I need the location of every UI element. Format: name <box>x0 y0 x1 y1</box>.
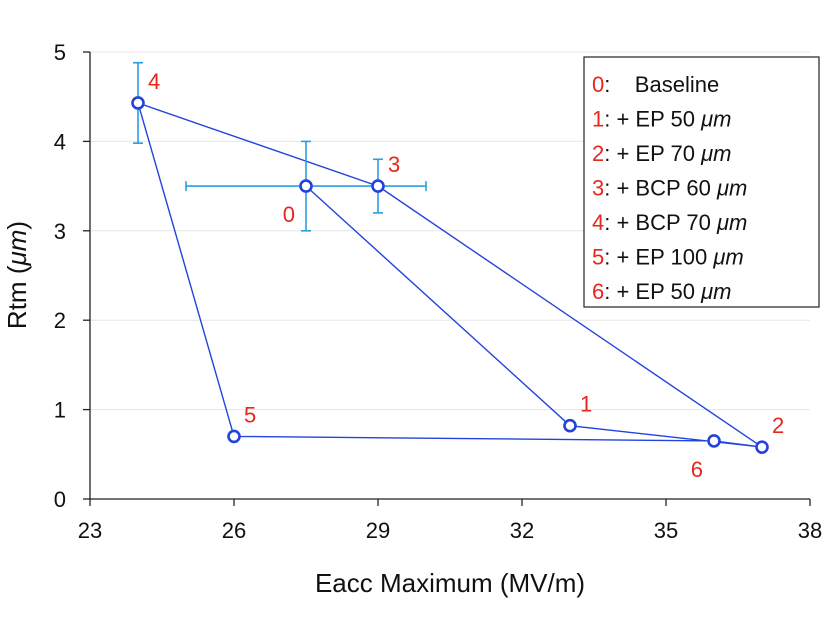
series-path-layer <box>136 101 763 448</box>
x-axis-title: Eacc Maximum (MV/m) <box>315 568 585 598</box>
legend-item-text: : + EP 50 <box>604 279 701 304</box>
legend-box <box>583 56 820 308</box>
y-tick-label: 1 <box>54 398 66 423</box>
point-labels: 0 1 2 3 4 5 6 <box>148 69 784 482</box>
legend-item-2: 2: + EP 70 μm <box>592 141 731 166</box>
y-axis-title-main: Rtm ( <box>2 265 32 329</box>
legend-item-3: 3: + BCP 60 μm <box>592 176 747 201</box>
legend-item-text: : + BCP 70 <box>604 210 717 235</box>
data-point-4 <box>131 96 145 110</box>
legend-item-unit: μm <box>700 141 731 166</box>
y-tick-label: 2 <box>54 308 66 333</box>
x-tick-label: 23 <box>78 518 102 543</box>
legend-item-text: : + EP 70 <box>604 141 701 166</box>
data-point-1 <box>563 418 577 433</box>
legend-item-text: : + EP 50 <box>604 107 701 132</box>
legend-item-0: 0: Baseline <box>592 72 719 97</box>
x-tick-label: 38 <box>798 518 822 543</box>
data-points <box>131 96 769 454</box>
legend-item-number: 2 <box>592 141 604 166</box>
legend-item-number: 1 <box>592 107 604 132</box>
y-axis-title: Rtm (μm) <box>2 221 32 329</box>
legend-item-unit: μm <box>700 107 731 132</box>
point-label-6: 6 <box>691 457 703 482</box>
data-point-2 <box>755 440 769 454</box>
point-label-0: 0 <box>283 202 295 227</box>
legend-item-text: : Baseline <box>604 72 719 97</box>
point-label-4: 4 <box>148 69 160 94</box>
point-label-2: 2 <box>772 413 784 438</box>
legend-item-unit: μm <box>700 279 731 304</box>
legend-item-number: 5 <box>592 245 604 270</box>
data-point-6 <box>707 434 721 448</box>
y-tick-label: 0 <box>54 487 66 512</box>
y-tick-label: 5 <box>54 40 66 65</box>
legend-item-1: 1: + EP 50 μm <box>592 107 731 132</box>
legend-item-number: 4 <box>592 210 604 235</box>
y-tick-label: 3 <box>54 219 66 244</box>
data-point-3 <box>371 179 385 193</box>
x-tick-label: 26 <box>222 518 246 543</box>
legend-item-number: 6 <box>592 279 604 304</box>
point-label-3: 3 <box>388 152 400 177</box>
data-point-0 <box>299 179 313 193</box>
legend-item-unit: μm <box>716 176 747 201</box>
x-tick-label: 29 <box>366 518 390 543</box>
legend-item-text: : + BCP 60 <box>604 176 717 201</box>
legend-item-unit: μm <box>716 210 747 235</box>
error-bars <box>133 61 427 232</box>
x-tick-label: 35 <box>654 518 678 543</box>
legend-item-number: 3 <box>592 176 604 201</box>
legend-item-unit: μm <box>712 245 743 270</box>
legend-item-6: 6: + EP 50 μm <box>592 279 731 304</box>
point-label-1: 1 <box>580 392 592 417</box>
legend-item-4: 4: + BCP 70 μm <box>592 210 747 235</box>
x-tick-label: 32 <box>510 518 534 543</box>
legend-item-5: 5: + EP 100 μm <box>592 245 744 270</box>
legend-item-text: : + EP 100 <box>604 245 713 270</box>
data-point-5 <box>227 429 241 444</box>
y-tick-label: 4 <box>54 129 66 154</box>
y-axis-title-close: ) <box>2 221 32 230</box>
legend-item-number: 0 <box>592 72 604 97</box>
point-label-5: 5 <box>244 402 256 427</box>
y-axis-title-unit: μm <box>2 230 32 267</box>
series-line <box>136 101 763 448</box>
